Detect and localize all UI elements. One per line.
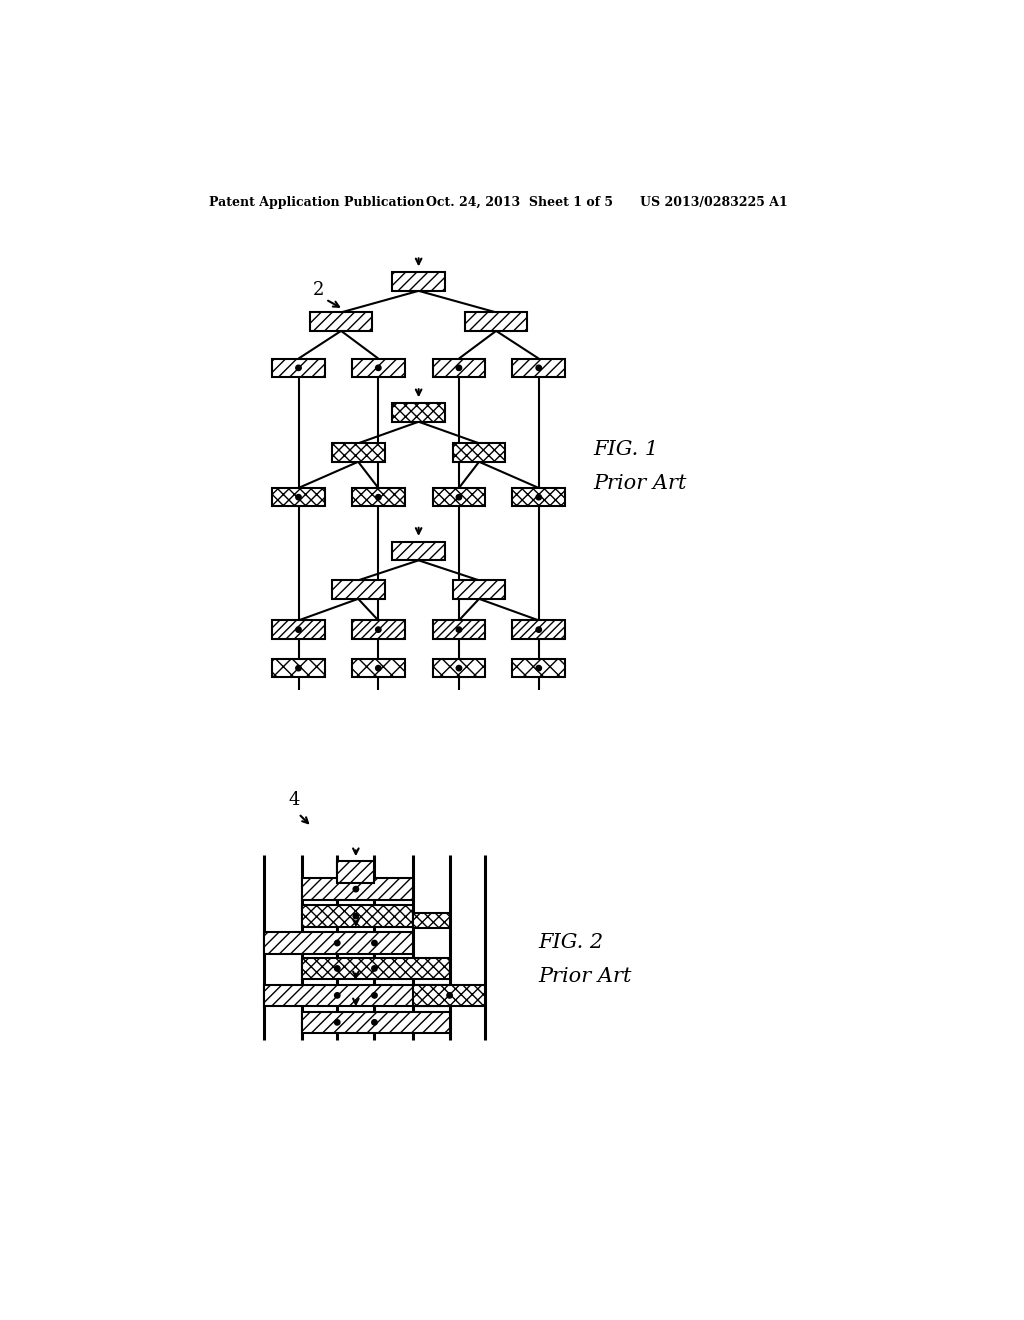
Text: FIG. 2
Prior Art: FIG. 2 Prior Art [539,933,632,986]
Bar [414,913,450,928]
Bar [432,659,485,677]
Bar [432,359,485,378]
Text: Oct. 24, 2013  Sheet 1 of 5: Oct. 24, 2013 Sheet 1 of 5 [426,195,613,209]
Circle shape [372,966,377,972]
Bar [432,620,485,639]
Bar [414,985,484,1006]
Circle shape [335,940,340,945]
Text: FIG. 1
Prior Art: FIG. 1 Prior Art [593,440,686,492]
Bar [302,1011,450,1034]
Bar [302,906,414,927]
Circle shape [536,627,542,632]
Circle shape [376,665,381,671]
Text: 2: 2 [312,281,324,300]
Text: 4: 4 [289,791,300,809]
Bar [512,359,565,378]
Bar [432,488,485,507]
Bar [392,404,445,422]
Bar [302,878,414,900]
Bar [332,444,385,462]
Circle shape [536,495,542,500]
Circle shape [296,366,301,371]
Bar [512,488,565,507]
Bar [352,659,404,677]
Circle shape [372,940,377,945]
Text: US 2013/0283225 A1: US 2013/0283225 A1 [640,195,787,209]
Circle shape [296,627,301,632]
Circle shape [536,665,542,671]
Bar [263,932,414,954]
Circle shape [446,993,453,998]
Circle shape [457,366,462,371]
Bar [352,488,404,507]
Bar [263,985,450,1006]
Circle shape [376,495,381,500]
Circle shape [376,366,381,371]
Circle shape [296,495,301,500]
Circle shape [296,665,301,671]
Circle shape [372,993,377,998]
Bar [392,543,445,561]
Bar [352,359,404,378]
Circle shape [372,1019,377,1026]
Circle shape [457,665,462,671]
Bar [512,659,565,677]
Circle shape [457,495,462,500]
Bar [272,620,325,639]
Circle shape [536,366,542,371]
Bar [272,488,325,507]
Bar [337,862,375,883]
Bar [352,620,404,639]
Circle shape [353,913,358,919]
Bar [392,272,445,290]
Circle shape [335,993,340,998]
Bar [512,620,565,639]
Bar [453,444,506,462]
Bar [453,581,506,599]
Text: Patent Application Publication: Patent Application Publication [209,195,425,209]
Bar [332,581,385,599]
Circle shape [335,1019,340,1026]
Bar [310,313,372,331]
Bar [272,659,325,677]
Bar [302,958,450,979]
Circle shape [376,627,381,632]
Circle shape [335,966,340,972]
Circle shape [457,627,462,632]
Circle shape [353,887,358,892]
Bar [465,313,527,331]
Bar [272,359,325,378]
